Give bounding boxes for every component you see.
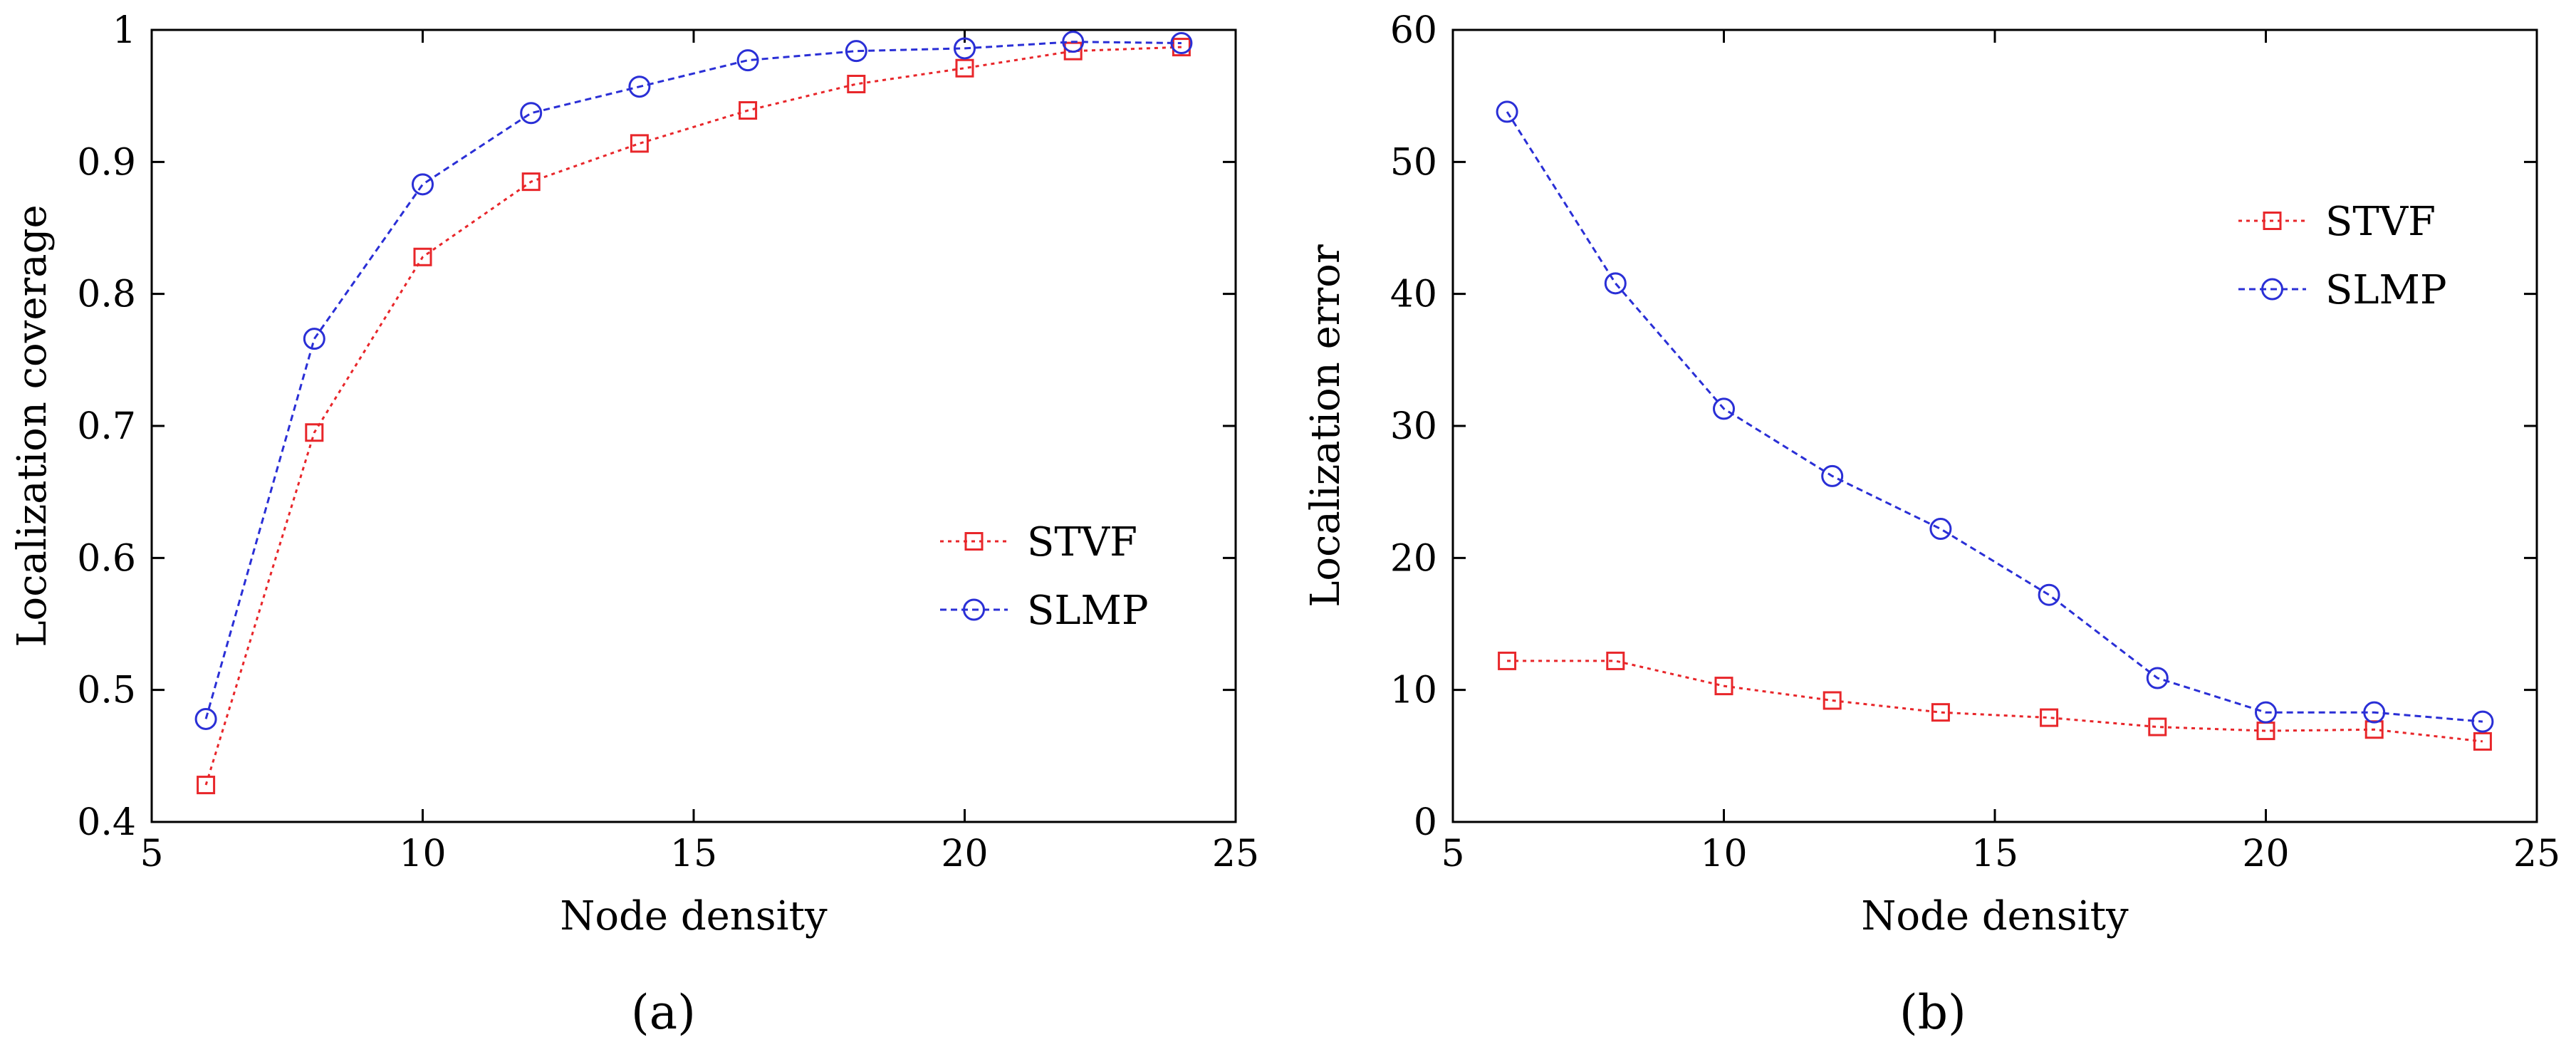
data-point-stvf [413,247,432,266]
data-point-stvf [739,101,758,120]
data-point-stvf [955,58,974,78]
x-tick-label: 10 [399,833,446,875]
x-tick-label: 5 [1441,833,1464,875]
y-tick-label: 60 [1390,9,1437,52]
x-axis-label: Node density [560,893,828,939]
data-point-slmp [412,173,434,196]
x-tick-label: 5 [140,833,163,875]
y-tick-label: 0.7 [77,405,136,448]
x-tick-label: 25 [1212,833,1259,875]
data-point-stvf [847,74,866,93]
legend: STVF SLMP [940,519,1149,634]
panel-label-a: (a) [631,985,696,1040]
data-point-slmp [1713,397,1735,420]
y-tick-label: 30 [1390,405,1437,448]
x-axis-label: Node density [1861,893,2129,939]
data-point-slmp [1604,272,1627,295]
data-point-slmp [1496,100,1518,123]
x-tick-label: 20 [2242,833,2289,875]
data-point-stvf [1498,651,1517,670]
legend-label-stvf: STVF [2325,199,2436,245]
x-tick-label: 25 [2513,833,2560,875]
data-point-slmp [1062,31,1085,53]
series-layer [194,31,1193,795]
data-point-slmp [954,37,976,60]
y-tick-label: 0 [1414,801,1437,844]
x-tick-label: 20 [941,833,988,875]
x-tick-label: 10 [1700,833,1747,875]
data-point-slmp [194,707,217,730]
chart-panel-b: 5 10 15 20 25 0 10 20 30 40 50 60 STVF SLMP Node de… [1303,9,2560,1040]
plot-frame [150,28,1237,823]
data-point-slmp [520,102,543,125]
y-tick-label: 10 [1390,670,1437,712]
legend-label-slmp: SLMP [1027,588,1149,634]
panel-label-b: (b) [1899,985,1966,1040]
data-point-stvf [630,134,649,153]
data-point-slmp [2471,710,2494,733]
data-point-slmp [628,75,651,98]
data-point-slmp [2363,701,2386,724]
y-tick-label: 0.8 [77,274,136,316]
legend-marker-stvf [2263,212,2282,230]
chart-panel-a: 5 10 15 20 25 0.4 0.5 0.6 0.7 0.8 0.9 1 STVF SLMP N… [9,9,1259,1040]
series-line-slmp [1506,111,2483,723]
legend-label-slmp: SLMP [2325,267,2447,313]
data-point-slmp [2146,667,2169,689]
data-point-slmp [2255,701,2277,724]
data-point-stvf [1931,703,1950,722]
data-point-slmp [303,328,325,350]
legend: STVF SLMP [2238,199,2447,313]
legend-marker-stvf [964,532,984,551]
data-point-stvf [2473,731,2492,751]
data-point-stvf [305,423,324,442]
data-point-slmp [736,49,759,72]
data-point-slmp [1821,464,1844,487]
y-axis-label: Localization error [1303,244,1349,608]
y-tick-label: 50 [1390,141,1437,184]
legend-marker-slmp [963,598,985,621]
data-point-stvf [2148,717,2167,736]
data-point-slmp [2038,583,2060,606]
data-point-stvf [197,776,216,795]
y-tick-label: 20 [1390,537,1437,580]
data-point-slmp [845,40,867,63]
tick-layer: 5 10 15 20 25 0.4 0.5 0.6 0.7 0.8 0.9 1 [77,9,1259,875]
x-tick-label: 15 [1971,833,2018,875]
tick-layer: 5 10 15 20 25 0 10 20 30 40 50 60 [1390,9,2560,875]
x-tick-label: 15 [670,833,717,875]
data-point-stvf [2040,708,2059,727]
series-line-slmp [204,41,1182,719]
y-tick-label: 0.4 [77,801,136,844]
y-tick-label: 0.5 [77,670,136,712]
y-tick-label: 40 [1390,274,1437,316]
legend-marker-slmp [2261,278,2283,301]
legend-label-stvf: STVF [1027,519,1137,566]
y-tick-label: 0.9 [77,141,136,184]
y-axis-label: Localization coverage [9,204,56,647]
data-point-stvf [1606,651,1625,670]
data-point-stvf [1714,677,1733,696]
data-point-stvf [1823,691,1842,710]
data-point-slmp [1929,518,1952,541]
y-tick-label: 1 [113,9,136,52]
data-point-stvf [521,172,541,192]
y-tick-label: 0.6 [77,537,136,580]
series-layer [1496,100,2494,751]
data-point-slmp [1170,32,1193,55]
series-line-stvf [204,46,1182,786]
series-line-stvf [1507,660,2483,743]
